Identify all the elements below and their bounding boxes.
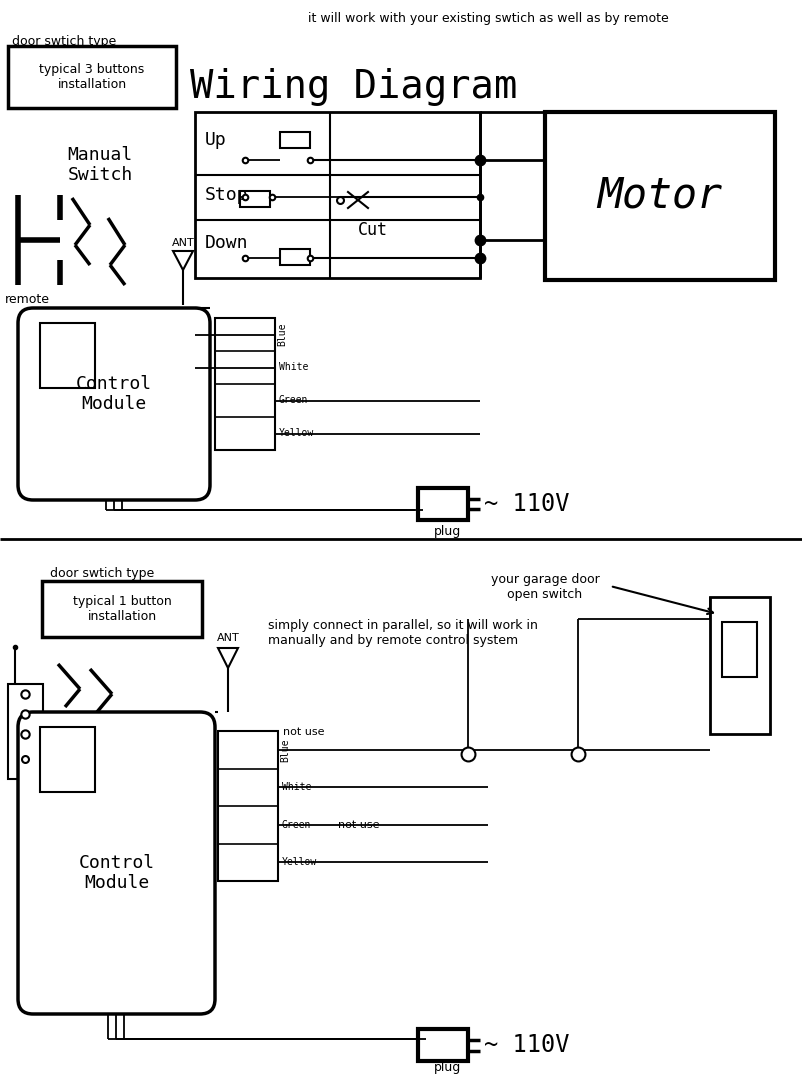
Text: Yellow: Yellow [282,857,317,867]
Bar [280,249,310,265]
Bar [418,488,468,520]
Text: simply connect in parallel, so it will work in
manually and by remote control sy: simply connect in parallel, so it will w… [268,619,537,647]
Text: plug: plug [434,1061,461,1074]
Bar [40,727,95,792]
Text: Yellow: Yellow [278,428,314,439]
Text: typical 1 button
installation: typical 1 button installation [72,595,171,623]
Text: not use: not use [282,727,324,736]
FancyBboxPatch shape [18,308,210,500]
Text: ANT: ANT [217,633,239,642]
Text: Wiring Diagram: Wiring Diagram [190,68,516,106]
Text: White: White [282,783,311,792]
Bar [195,112,480,278]
Bar [545,112,774,280]
Text: door swtich type: door swtich type [50,567,154,580]
Bar [40,323,95,388]
Bar [709,597,769,734]
Text: plug: plug [434,525,461,539]
Text: remote: remote [5,293,50,306]
Bar [280,132,310,148]
Text: ANT: ANT [172,238,194,248]
Text: Blue: Blue [277,322,286,346]
Bar [240,191,269,207]
Text: ~ 110V: ~ 110V [484,1033,569,1058]
Text: door swtich type: door swtich type [12,34,116,49]
Text: Manual
Switch: Manual Switch [67,146,132,184]
Text: Stop: Stop [205,186,248,204]
Text: Cut: Cut [358,221,387,239]
Bar [418,1029,468,1061]
Text: ~ 110V: ~ 110V [484,492,569,516]
Bar [8,685,43,779]
Text: White: White [278,362,308,373]
Text: Down: Down [205,234,248,252]
Bar [8,46,176,108]
Text: your garage door
open switch: your garage door open switch [490,573,598,602]
Bar [217,731,277,881]
Text: Blue: Blue [280,738,290,761]
Text: Green: Green [278,396,308,405]
Text: it will work with your existing swtich as well as by remote: it will work with your existing swtich a… [308,12,668,25]
Text: Up: Up [205,132,226,149]
Text: Green: Green [282,819,311,830]
Text: typical 3 buttons
installation: typical 3 buttons installation [39,63,144,91]
Text: Control
Module: Control Module [79,854,154,893]
Text: Motor: Motor [597,175,722,217]
Text: not use: not use [338,819,379,830]
Text: Control
Module: Control Module [76,374,152,413]
Bar [42,581,202,637]
Bar [721,622,756,677]
Bar [215,318,274,450]
FancyBboxPatch shape [18,711,215,1014]
